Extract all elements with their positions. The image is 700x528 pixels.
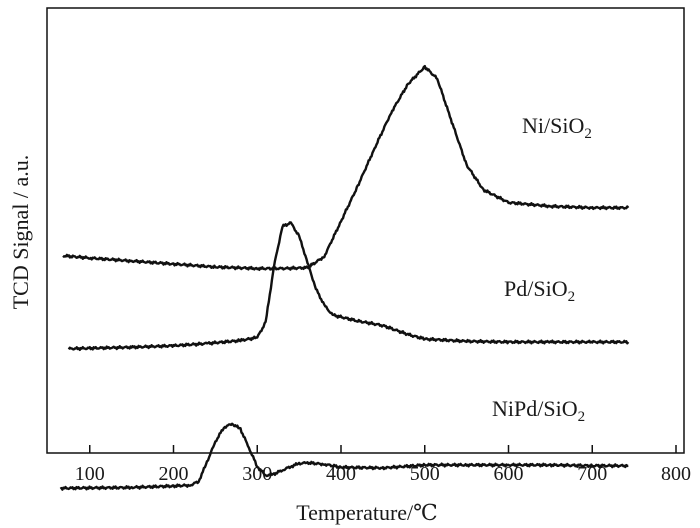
y-axis-title: TCD Signal / a.u. [8,155,33,310]
x-tick-label: 500 [410,463,440,485]
plot-frame [46,7,685,454]
x-axis-title: Temperature/℃ [296,500,438,525]
series-label: Ni/SiO2 [522,113,592,142]
series-lines [59,64,630,491]
x-tick-label: 600 [494,463,524,485]
series-line-pd-sio2 [67,221,630,352]
x-tick-label: 200 [159,463,189,485]
x-tick-label: 700 [577,463,607,485]
series-label: NiPd/SiO2 [492,396,585,425]
x-axis-ticks: 100 200 300 400 500 600 700 800 [75,445,691,485]
series-line-ni-sio2 [62,64,630,271]
x-tick-label: 300 [242,463,272,485]
x-tick-label: 100 [75,463,105,485]
series-label: Pd/SiO2 [504,276,575,305]
series-labels: Ni/SiO2 Pd/SiO2 NiPd/SiO2 [492,113,592,425]
x-tick-label: 800 [661,463,691,485]
series-line-nipd-sio2 [59,422,629,491]
